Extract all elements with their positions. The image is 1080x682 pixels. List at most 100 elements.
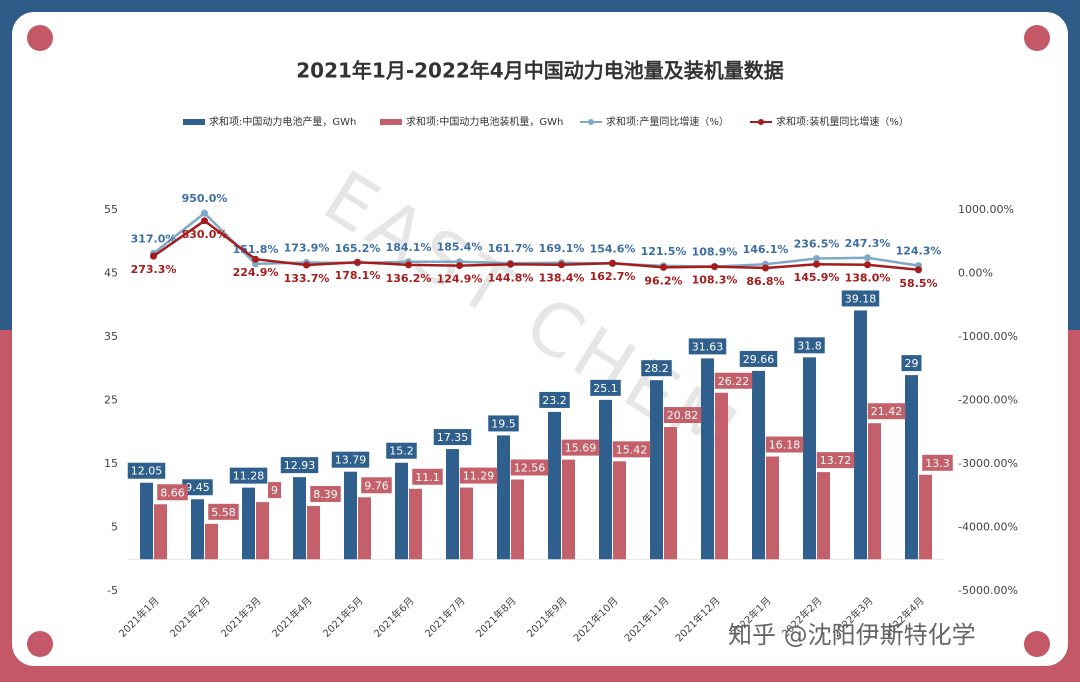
line-label: 161.7% [488,242,534,255]
corner-dot [27,25,53,51]
line-label: 236.5% [794,237,840,250]
line-label: 138.4% [539,272,585,285]
line-point [252,255,259,263]
bar-label: 23.2 [539,391,570,408]
y-tick-label: -5 [107,584,118,597]
bar [446,449,459,560]
bar-label: 15.42 [612,441,651,458]
bar [599,399,612,560]
bar [715,392,728,560]
bar-label-bg [412,468,443,485]
bar-label-bg [641,360,672,377]
line-label: 146.1% [743,243,789,256]
bar-label: 12.93 [280,457,319,474]
bar [766,456,779,560]
bar [919,474,932,560]
y-tick-label: 25 [104,394,118,407]
bar-label-bg [765,436,804,453]
y2-tick-label: 1000.00% [958,203,1014,216]
bar-label-bg [331,451,370,468]
bar [358,497,371,560]
line-label: 178.1% [335,269,381,282]
legend-label: 求和项:装机量同比增速（%） [776,115,909,128]
line-point [507,260,514,268]
bar-label-text: 9 [271,484,278,497]
line-label: 173.9% [284,241,330,254]
credit: 知乎 @沈阳伊斯特化学 [728,621,976,649]
line-label: 138.0% [845,272,891,285]
bar-label: 9.45 [182,479,213,496]
bar-label-text: 29.66 [743,353,775,366]
bar-label-text: 19.5 [491,417,516,430]
bar [854,310,867,560]
line-point [660,263,667,271]
line-label: 154.6% [590,243,636,256]
bar-label-bg [310,485,341,502]
bar-label-text: 13.72 [820,454,852,467]
bar-label-bg [208,503,239,520]
bar-label-bg [663,407,702,424]
bar-label: 13.3 [922,454,953,471]
bar-label-text: 13.79 [335,454,367,467]
line-label: 165.2% [335,242,381,255]
bar-label: 19.5 [488,415,519,432]
bar-label-text: 21.42 [871,405,903,418]
line-label: 185.4% [437,241,483,254]
line-point [813,254,820,262]
bar-label-bg [612,441,651,458]
bar [205,523,218,560]
bar-label: 13.79 [331,451,370,468]
bar-label-bg [794,337,825,354]
line-point [456,262,463,270]
bar [344,471,357,560]
legend-swatch [588,119,594,125]
line-label: 162.7% [590,270,636,283]
line-label: 133.7% [284,272,330,285]
bar [803,357,816,560]
bar [140,482,153,560]
line-label: 169.1% [539,242,585,255]
line-label: 145.9% [794,271,840,284]
line [152,219,919,272]
bar-label: 8.39 [310,485,341,502]
bar-label: 15.2 [386,442,417,459]
bar-label-bg [386,442,417,459]
corner-dot [27,631,53,657]
bar-label-text: 15.69 [565,442,597,455]
bar-label: 26.22 [714,372,753,389]
legend-swatch [758,119,764,125]
bar-label-bg [488,415,519,432]
bar-label: 11.29 [459,467,498,484]
line-point [762,264,769,272]
bar-label-text: 8.39 [313,488,338,501]
line-point [711,263,718,271]
bar-label-bg [229,467,268,484]
bar-label: 29 [901,355,922,372]
line-label: 950.0% [182,192,228,205]
bar-label-bg [590,379,621,396]
bar [664,427,677,560]
y2-tick-label: 0.00% [958,267,993,280]
bar-label-text: 8.66 [160,486,185,499]
bar-label-bg [127,462,166,479]
y2-tick-label: -3000.00% [958,457,1018,470]
line-point [864,261,871,269]
bar-label-text: 31.63 [692,340,724,353]
line-label: 124.3% [896,245,942,258]
bar-label-text: 26.22 [718,375,750,388]
y-tick-label: 45 [104,267,118,280]
line-point [864,254,871,262]
corner-dot [1024,631,1050,657]
bar-label-text: 29 [905,357,919,370]
bar [242,487,255,560]
line-label: 247.3% [845,237,891,250]
chart-title: 2021年1月-2022年4月中国动力电池量及装机量数据 [296,59,783,83]
bar-label: 9.76 [361,477,392,494]
bar [293,477,306,560]
bar-label: 12.05 [127,462,166,479]
bar-label-text: 9.45 [185,481,210,494]
y2-tick-label: -2000.00% [958,394,1018,407]
bar-label: 20.82 [663,407,702,424]
bar-label: 21.42 [867,403,906,420]
line-label: 108.3% [692,274,738,287]
